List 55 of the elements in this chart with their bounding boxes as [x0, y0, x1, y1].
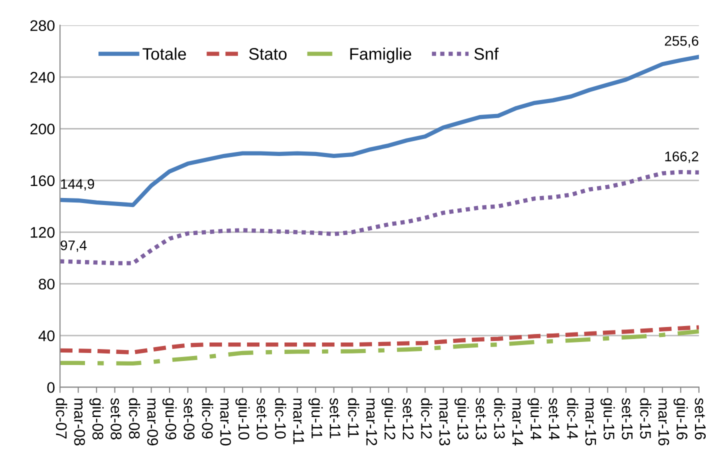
line-series [60, 170, 699, 266]
legend-label: Stato [249, 48, 287, 60]
x-tick-label: set-12 [402, 398, 414, 440]
x-tick-label: set-15 [622, 398, 632, 440]
x-tick-label: set-14 [548, 398, 560, 440]
y-tick-label: 240 [30, 72, 55, 83]
y-tick-label: 120 [30, 227, 55, 238]
data-label: 166,2 [665, 152, 698, 163]
x-tick-label: giu-16 [674, 398, 688, 440]
legend-label: Totale [142, 48, 186, 60]
x-tick-label: dic-11 [348, 398, 360, 438]
y-tick-label: 160 [30, 175, 55, 186]
x-tick-label: mar-11 [293, 398, 304, 444]
x-tick-label: giu-12 [381, 398, 396, 440]
x-tick-label: mar-16 [658, 398, 670, 446]
x-tick-label: set-10 [256, 398, 268, 440]
x-tick-label: dic-14 [567, 398, 578, 439]
data-label: 255,6 [664, 36, 698, 48]
x-tick-label: set-09 [184, 398, 195, 440]
x-tick-label: dic-07 [56, 398, 68, 438]
x-tick-label: dic-08 [128, 398, 140, 439]
x-tick-label: mar-08 [74, 398, 85, 446]
x-tick-label: dic-10 [274, 398, 286, 439]
x-tick-label: mar-09 [147, 398, 158, 446]
y-tick-label: 80 [38, 278, 55, 290]
legend-label: Snf [474, 48, 499, 60]
data-label: 144,9 [61, 179, 94, 191]
x-tick-label: mar-10 [220, 398, 232, 446]
x-tick-label: giu-11 [308, 398, 323, 438]
x-tick-label: set-11 [330, 398, 340, 438]
x-tick-label: giu-09 [162, 398, 177, 440]
data-label: 97,4 [60, 240, 87, 252]
y-tick-label: 200 [30, 124, 55, 134]
x-tick-label: giu-15 [600, 398, 615, 440]
x-tick-label: set-13 [476, 398, 487, 440]
x-tick-label: mar-12 [366, 398, 378, 446]
y-tick-label: 40 [38, 330, 55, 342]
x-tick-label: giu-08 [89, 398, 104, 440]
y-tick-label: 0 [47, 382, 55, 393]
line-series [60, 329, 699, 366]
x-tick-label: giu-10 [235, 398, 250, 440]
x-tick-label: dic-15 [640, 398, 652, 439]
x-tick-label: giu-14 [528, 398, 542, 440]
line-series [60, 325, 699, 354]
x-tick-label: dic-09 [202, 398, 214, 439]
x-tick-label: set-16 [694, 398, 706, 440]
x-tick-label: dic-13 [494, 398, 506, 439]
x-tick-label: mar-14 [512, 398, 523, 446]
x-tick-label: mar-15 [585, 398, 596, 446]
x-tick-label: mar-13 [439, 398, 450, 446]
x-tick-label: set-08 [110, 398, 122, 440]
x-tick-label: giu-13 [454, 398, 469, 440]
legend-label: Famiglie [350, 48, 412, 64]
x-tick-label: dic-12 [421, 398, 432, 438]
y-tick-label: 280 [30, 20, 55, 32]
